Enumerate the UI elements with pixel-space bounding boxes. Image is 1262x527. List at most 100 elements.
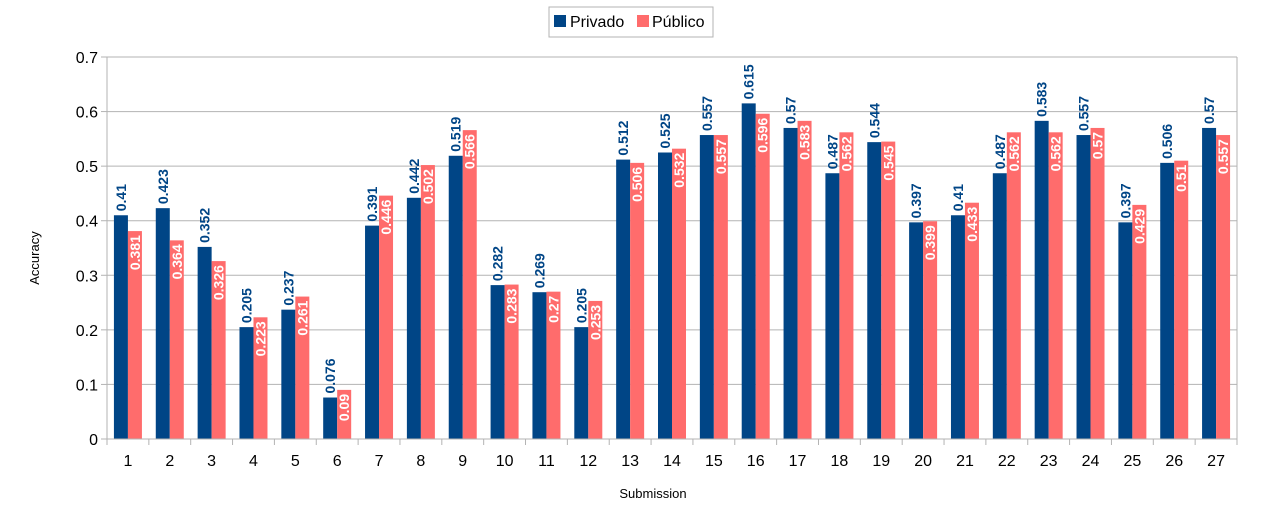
y-tick-label: 0.1 bbox=[76, 377, 98, 394]
bar-privado bbox=[992, 173, 1007, 440]
value-label-privado: 0.391 bbox=[364, 186, 380, 221]
bar-publico bbox=[127, 231, 142, 439]
y-axis-ticks: 0 0.1 0.2 0.3 0.4 0.5 0.6 0.7 bbox=[76, 50, 98, 449]
x-tick-label: 13 bbox=[621, 453, 639, 470]
value-label-privado: 0.237 bbox=[280, 270, 296, 305]
bar-privado bbox=[532, 292, 547, 439]
x-tick-label: 19 bbox=[872, 453, 890, 470]
bar-privado bbox=[323, 397, 338, 439]
bar-privado bbox=[1160, 162, 1175, 439]
x-tick-label: 16 bbox=[747, 453, 765, 470]
bar-privado bbox=[950, 215, 965, 439]
bar-privado bbox=[490, 285, 505, 439]
bar-privado bbox=[281, 309, 296, 439]
x-tick-label: 23 bbox=[1040, 453, 1058, 470]
bar-privado bbox=[1118, 222, 1133, 439]
value-label-privado: 0.076 bbox=[322, 358, 338, 393]
x-tick-label: 9 bbox=[458, 453, 467, 470]
x-tick-label: 5 bbox=[291, 453, 300, 470]
y-tick-label: 0.7 bbox=[76, 50, 98, 67]
bar-privado bbox=[1034, 120, 1049, 439]
y-tick-label: 0.3 bbox=[76, 268, 98, 285]
bar-publico bbox=[546, 291, 561, 439]
x-tick-label: 17 bbox=[789, 453, 807, 470]
value-label-publico: 0.253 bbox=[587, 305, 603, 340]
legend-swatch-publico bbox=[637, 15, 649, 27]
legend-box bbox=[548, 6, 714, 38]
bar-privado bbox=[658, 152, 672, 439]
value-label-publico: 0.51 bbox=[1173, 164, 1189, 191]
bar-privado bbox=[574, 327, 589, 439]
x-tick-label: 11 bbox=[538, 453, 555, 470]
x-tick-label: 21 bbox=[956, 453, 974, 470]
value-label-publico: 0.446 bbox=[378, 199, 394, 234]
x-tick-label: 3 bbox=[207, 453, 216, 470]
bar-publico bbox=[420, 165, 435, 439]
bar-privado bbox=[1076, 135, 1091, 439]
y-tick-label: 0 bbox=[89, 432, 98, 449]
value-label-privado: 0.487 bbox=[824, 134, 840, 169]
value-label-publico: 0.562 bbox=[838, 136, 854, 171]
value-label-publico: 0.364 bbox=[169, 244, 185, 279]
x-tick-label: 20 bbox=[914, 453, 932, 470]
value-label-privado: 0.557 bbox=[1076, 96, 1092, 131]
value-label-publico: 0.09 bbox=[336, 394, 352, 421]
y-tick-label: 0.6 bbox=[76, 105, 98, 122]
x-tick-label: 24 bbox=[1082, 453, 1100, 470]
bar-privado bbox=[448, 155, 463, 439]
value-label-publico: 0.562 bbox=[1048, 136, 1064, 171]
value-label-publico: 0.433 bbox=[964, 207, 980, 242]
legend-label-privado: Privado bbox=[570, 14, 624, 31]
bar-privado bbox=[155, 208, 170, 439]
bar-publico bbox=[462, 130, 477, 439]
bar-privado bbox=[197, 246, 212, 439]
bar-privado bbox=[239, 327, 254, 439]
bar-publico bbox=[588, 300, 603, 439]
value-label-publico: 0.399 bbox=[922, 225, 938, 260]
value-label-privado: 0.519 bbox=[448, 117, 464, 152]
value-label-publico: 0.429 bbox=[1131, 209, 1147, 244]
value-label-privado: 0.352 bbox=[197, 208, 213, 243]
bar-publico bbox=[1216, 135, 1231, 439]
value-label-privado: 0.557 bbox=[699, 96, 715, 131]
value-label-publico: 0.381 bbox=[127, 235, 143, 270]
y-tick-label: 0.4 bbox=[76, 214, 98, 231]
bar-privado bbox=[699, 135, 714, 439]
bar-publico bbox=[379, 195, 394, 439]
value-label-privado: 0.205 bbox=[238, 288, 254, 323]
value-label-privado: 0.544 bbox=[866, 103, 882, 138]
x-tick-label: 14 bbox=[663, 453, 681, 470]
value-label-privado: 0.423 bbox=[155, 169, 171, 204]
x-axis-label: Submission bbox=[619, 486, 686, 501]
bar-publico bbox=[211, 261, 226, 439]
x-axis-ticks: 1 2 3 4 5 6 7 8 9 10 11 12 13 14 15 16 17 18 19 20 21 22 23 24 2… bbox=[106, 438, 1238, 470]
value-label-publico: 0.506 bbox=[629, 167, 645, 202]
x-tick-label: 6 bbox=[333, 453, 342, 470]
bar-privado bbox=[825, 173, 840, 440]
value-label-privado: 0.615 bbox=[741, 64, 757, 99]
value-label-publico: 0.57 bbox=[1090, 132, 1106, 159]
bar-publico bbox=[672, 148, 686, 439]
bar-publico bbox=[504, 284, 519, 439]
bar-publico bbox=[169, 240, 184, 439]
bar-privado bbox=[783, 127, 798, 439]
legend: Privado Público bbox=[548, 6, 714, 38]
bar-publico bbox=[1174, 160, 1189, 439]
value-label-privado: 0.512 bbox=[615, 120, 631, 155]
bar-privado bbox=[616, 159, 631, 439]
value-label-privado: 0.506 bbox=[1159, 124, 1175, 159]
value-label-publico: 0.557 bbox=[1215, 139, 1231, 174]
value-label-publico: 0.326 bbox=[211, 265, 227, 300]
bar-privado bbox=[365, 225, 380, 439]
value-labels: 0.410.3810.4230.3640.3520.3260.2050.2230… bbox=[113, 64, 1231, 421]
value-label-publico: 0.27 bbox=[545, 295, 561, 322]
value-label-privado: 0.57 bbox=[783, 96, 799, 123]
value-label-publico: 0.557 bbox=[713, 139, 729, 174]
bar-publico bbox=[797, 120, 812, 439]
bar-privado bbox=[1202, 127, 1217, 439]
value-label-publico: 0.502 bbox=[420, 169, 436, 204]
bar-publico bbox=[337, 389, 352, 439]
bar-publico bbox=[630, 162, 645, 439]
value-label-privado: 0.205 bbox=[573, 288, 589, 323]
